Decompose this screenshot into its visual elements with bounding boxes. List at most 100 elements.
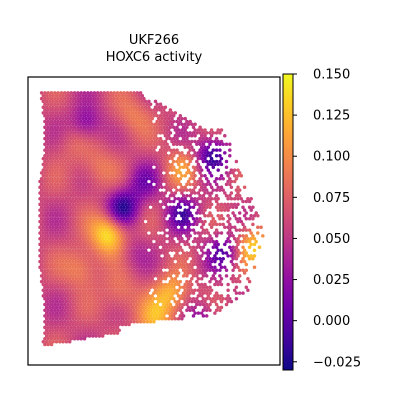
tissue-spot	[107, 202, 112, 207]
tissue-spot	[107, 174, 112, 178]
tissue-spot	[76, 142, 80, 147]
tissue-spot	[140, 185, 145, 189]
tissue-spot	[122, 136, 126, 141]
tissue-spot	[206, 151, 211, 155]
tissue-spot	[107, 185, 112, 189]
tissue-spot	[62, 91, 67, 95]
tissue-spot	[72, 251, 77, 255]
tissue-spot	[188, 211, 192, 215]
tissue-spot	[150, 151, 154, 155]
tissue-spot	[127, 139, 131, 144]
tissue-spot	[124, 134, 128, 138]
tissue-spot	[71, 236, 75, 241]
tissue-spot	[115, 188, 120, 192]
tissue-spot	[247, 199, 252, 204]
tissue-spot	[110, 168, 115, 172]
tissue-spot	[237, 171, 242, 175]
tissue-spot	[81, 191, 85, 195]
tissue-spot	[142, 205, 146, 210]
tissue-spot	[124, 151, 128, 155]
tissue-spot	[175, 176, 179, 181]
tissue-spot	[142, 136, 146, 141]
tissue-spot	[234, 194, 239, 198]
tissue-spot	[99, 159, 103, 164]
tissue-spot	[160, 162, 164, 167]
tissue-spot	[213, 196, 217, 201]
tissue-spot	[102, 102, 107, 107]
tissue-spot	[81, 116, 85, 121]
tissue-spot	[120, 179, 125, 184]
tissue-spot	[59, 108, 64, 112]
tissue-spot	[107, 214, 112, 218]
tissue-spot	[148, 256, 153, 261]
tissue-spot	[157, 174, 161, 178]
tissue-spot	[155, 136, 159, 141]
tissue-spot	[148, 176, 153, 181]
tissue-spot	[127, 248, 131, 252]
tissue-spot	[104, 116, 108, 121]
tissue-spot	[180, 128, 184, 132]
tissue-spot	[142, 125, 146, 129]
tissue-spot	[254, 211, 258, 215]
tissue-spot	[43, 222, 47, 227]
tissue-spot	[128, 119, 133, 124]
tissue-spot	[135, 136, 140, 141]
tissue-spot	[162, 176, 166, 181]
tissue-spot	[64, 151, 69, 155]
tissue-spot	[114, 208, 118, 212]
tissue-spot	[242, 248, 247, 252]
tissue-spot	[168, 222, 173, 227]
tissue-spot	[86, 188, 90, 192]
tissue-spot	[66, 131, 70, 135]
colorbar	[282, 73, 294, 371]
tissue-spot	[153, 105, 158, 109]
tissue-spot	[119, 205, 123, 210]
tissue-spot	[86, 234, 90, 238]
tissue-spot	[92, 216, 97, 221]
tissue-spot	[137, 111, 141, 115]
tissue-spot	[176, 162, 181, 167]
tissue-spot	[71, 168, 75, 172]
tissue-spot	[92, 188, 97, 192]
tissue-spot	[62, 245, 67, 250]
tissue-spot	[162, 108, 166, 112]
tissue-spot	[137, 196, 141, 201]
tissue-spot	[153, 151, 158, 155]
tissue-spot	[252, 248, 257, 252]
tissue-spot	[163, 162, 168, 167]
tissue-spot	[53, 113, 57, 118]
tissue-spot	[257, 245, 262, 250]
tissue-spot	[110, 99, 115, 104]
tissue-spot	[61, 139, 65, 144]
colorbar-tick-label: 0.000	[313, 314, 350, 329]
tissue-spot	[71, 139, 75, 144]
tissue-spot	[114, 196, 118, 201]
tissue-spot	[94, 196, 98, 201]
tissue-spot	[109, 182, 113, 187]
tissue-spot	[226, 202, 230, 207]
tissue-spot	[77, 174, 82, 178]
tissue-spot	[49, 125, 54, 129]
tissue-spot	[138, 194, 143, 198]
tissue-spot	[180, 254, 184, 258]
tissue-spot	[87, 93, 92, 98]
tissue-spot	[76, 239, 80, 244]
tissue-spot	[104, 105, 108, 109]
tissue-spot	[138, 199, 143, 204]
tissue-spot	[153, 162, 158, 167]
tissue-spot	[158, 159, 163, 164]
tissue-spot	[127, 156, 131, 161]
tissue-spot	[105, 165, 110, 169]
tissue-spot	[76, 222, 80, 227]
tissue-spot	[232, 196, 237, 201]
tissue-spot	[133, 254, 138, 258]
tissue-spot	[112, 165, 116, 169]
tissue-spot	[84, 128, 88, 132]
tissue-spot	[185, 234, 189, 238]
tissue-spot	[44, 196, 49, 201]
tissue-spot	[105, 182, 110, 187]
tissue-spot	[178, 142, 183, 147]
tissue-spot	[122, 154, 126, 158]
tissue-spot	[86, 91, 90, 95]
tissue-spot	[178, 176, 183, 181]
